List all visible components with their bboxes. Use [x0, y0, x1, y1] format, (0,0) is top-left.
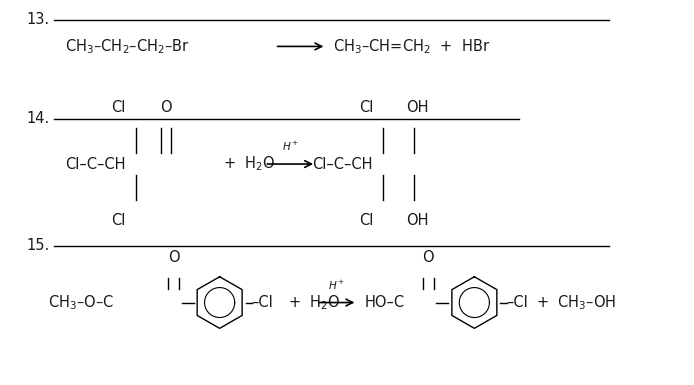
- Text: CH$_3$–CH$_2$–CH$_2$–Br: CH$_3$–CH$_2$–CH$_2$–Br: [65, 37, 190, 56]
- Text: CH$_3$–O–C: CH$_3$–O–C: [47, 293, 114, 312]
- Text: HO–C: HO–C: [364, 295, 405, 310]
- Text: 14.: 14.: [27, 111, 50, 126]
- Text: Cl: Cl: [111, 100, 126, 115]
- Text: O: O: [423, 249, 434, 264]
- Text: Cl–C–CH: Cl–C–CH: [312, 157, 373, 172]
- Text: +  H$_2$O: + H$_2$O: [223, 155, 276, 173]
- Text: O: O: [168, 249, 179, 264]
- Text: +  H$_2$O: + H$_2$O: [289, 293, 341, 312]
- Text: Cl: Cl: [359, 213, 373, 228]
- Text: Cl–C–CH: Cl–C–CH: [65, 157, 125, 172]
- Text: H$^+$: H$^+$: [328, 279, 345, 292]
- Text: 13.: 13.: [27, 12, 50, 27]
- Text: Cl: Cl: [111, 213, 126, 228]
- Text: O: O: [160, 100, 171, 115]
- Text: Cl: Cl: [359, 100, 373, 115]
- Text: CH$_3$–CH=CH$_2$  +  HBr: CH$_3$–CH=CH$_2$ + HBr: [333, 37, 491, 56]
- Text: OH: OH: [406, 100, 428, 115]
- Text: OH: OH: [406, 213, 428, 228]
- Text: 15.: 15.: [27, 238, 50, 253]
- Text: +  CH$_3$–OH: + CH$_3$–OH: [536, 293, 616, 312]
- Text: –Cl: –Cl: [251, 295, 273, 310]
- Text: H$^+$: H$^+$: [282, 140, 298, 153]
- Text: –Cl: –Cl: [506, 295, 527, 310]
